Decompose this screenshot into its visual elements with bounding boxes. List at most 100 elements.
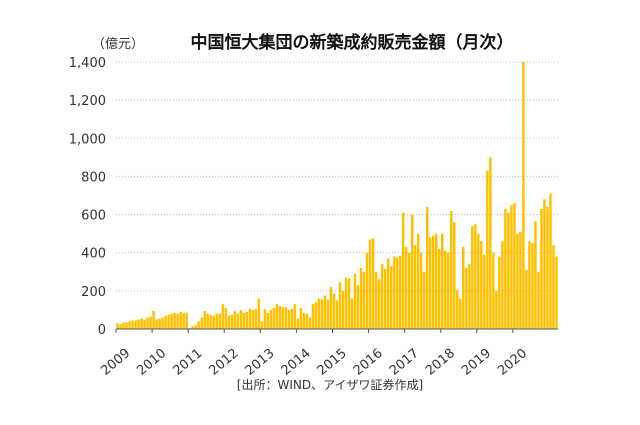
bar	[495, 290, 498, 329]
bar	[257, 298, 261, 329]
bar	[356, 285, 360, 329]
bar	[245, 311, 249, 329]
bar	[290, 308, 294, 329]
bar	[170, 313, 173, 329]
bar	[275, 304, 279, 329]
bar	[383, 268, 387, 329]
bar	[293, 304, 297, 329]
bar	[350, 298, 354, 329]
grid-lines	[116, 61, 558, 292]
x-tick-label: 2020	[495, 346, 530, 379]
bar	[468, 264, 471, 329]
bar	[465, 267, 468, 329]
bar	[507, 212, 510, 329]
bar	[416, 233, 420, 329]
bar	[206, 313, 209, 329]
bar	[395, 257, 399, 329]
bar	[441, 233, 444, 329]
bar	[540, 208, 543, 329]
bar	[224, 308, 227, 329]
bar	[498, 256, 501, 329]
bar	[155, 319, 158, 329]
bar	[438, 248, 441, 329]
bar	[534, 221, 537, 329]
bar	[513, 203, 516, 329]
bar	[140, 318, 143, 329]
bar	[444, 250, 447, 329]
x-axis-ticks: 2009 2010 2011 2012 2013 2014 2015 2016 2017 2018…	[98, 329, 530, 379]
bar	[242, 312, 246, 329]
bar	[254, 308, 258, 329]
bar	[119, 324, 122, 329]
bar	[453, 222, 456, 329]
bar	[266, 312, 270, 329]
bar	[543, 199, 546, 329]
bar	[380, 264, 384, 329]
x-tick-label: 2017	[387, 346, 422, 379]
bar	[209, 314, 212, 329]
bar	[344, 277, 348, 329]
bar	[287, 309, 291, 329]
bar	[477, 233, 480, 329]
bar	[323, 295, 327, 330]
y-tick-label: 1,000	[69, 132, 106, 147]
bar	[137, 319, 140, 329]
bar	[152, 310, 155, 329]
bar	[359, 267, 363, 329]
bar	[392, 256, 396, 329]
bar	[480, 241, 483, 329]
bar	[296, 318, 300, 329]
bar	[353, 273, 357, 329]
bar	[338, 282, 342, 329]
bar	[248, 308, 252, 329]
bar	[459, 298, 462, 329]
bar	[410, 214, 414, 329]
bar	[537, 271, 540, 329]
bar	[486, 170, 489, 329]
bar	[149, 316, 152, 329]
bar	[368, 239, 372, 329]
bar	[555, 256, 558, 329]
y-tick-label: 0	[98, 323, 106, 338]
bar	[425, 206, 429, 329]
bar	[179, 311, 182, 329]
bar	[434, 233, 438, 329]
bar	[251, 309, 255, 329]
y-tick-label: 800	[81, 170, 106, 185]
bar	[161, 317, 164, 329]
bar	[329, 287, 333, 329]
bar	[347, 278, 351, 329]
bar	[260, 321, 264, 329]
bar	[326, 299, 330, 329]
bar	[191, 326, 194, 329]
bar	[422, 271, 426, 329]
bar	[221, 304, 224, 329]
y-tick-label: 400	[81, 247, 106, 262]
bar	[431, 235, 435, 329]
bar	[401, 212, 405, 329]
bar	[125, 322, 128, 329]
source-note: [出所：WIND、アイザワ証券作成]	[237, 377, 423, 392]
bar	[269, 309, 273, 329]
bar	[332, 293, 336, 329]
bar	[362, 271, 366, 329]
y-tick-label: 1,200	[69, 94, 106, 109]
bar	[546, 206, 549, 329]
y-tick-label: 200	[81, 285, 106, 300]
bar	[450, 210, 453, 329]
bar	[167, 314, 170, 329]
chart-title: 中国恒大集団の新築成約販売金額（月次）	[191, 32, 514, 53]
x-tick-label: 2011	[170, 346, 205, 379]
bar	[122, 322, 125, 329]
bar	[471, 226, 474, 329]
bar	[176, 313, 179, 329]
bar	[365, 252, 369, 329]
bar	[143, 319, 146, 329]
bar	[489, 157, 492, 329]
bar	[164, 315, 167, 329]
bar	[281, 307, 285, 329]
bar	[305, 313, 309, 329]
bar	[302, 312, 306, 329]
bar	[299, 308, 303, 329]
